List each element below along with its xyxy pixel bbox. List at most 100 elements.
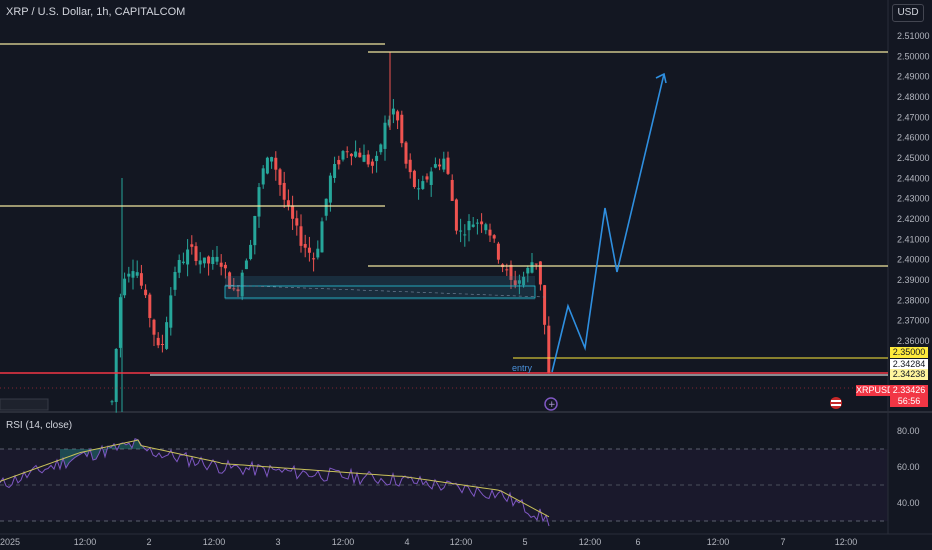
candle-body bbox=[316, 248, 320, 258]
us-flag-stripe bbox=[831, 400, 841, 402]
time-tick-label: 4 bbox=[404, 537, 409, 547]
candle-body bbox=[152, 319, 156, 335]
rsi-line[interactable] bbox=[0, 438, 550, 527]
candle-body bbox=[459, 230, 463, 232]
time-tick-label: 2 bbox=[146, 537, 151, 547]
candle-body bbox=[475, 222, 479, 224]
zone-diagonal bbox=[224, 284, 546, 298]
candle-body bbox=[240, 272, 244, 297]
price-tick-label: 2.43000 bbox=[897, 194, 930, 204]
candle-body bbox=[257, 187, 261, 217]
plus-marker-icon[interactable] bbox=[544, 397, 558, 411]
candle-body bbox=[110, 401, 114, 403]
candle-body bbox=[328, 175, 332, 203]
candle-body bbox=[396, 111, 400, 121]
rsi-tick-label: 40.00 bbox=[897, 498, 920, 508]
scroll-handle[interactable] bbox=[0, 398, 49, 411]
supply-zone[interactable] bbox=[225, 276, 535, 300]
candle-body bbox=[354, 151, 358, 157]
price-axis-ticks: 2.51000 2.50000 2.49000 2.48000 2.47000 2.460… bbox=[897, 31, 930, 346]
projection-arrowhead-icon bbox=[655, 72, 667, 84]
rsi-ma-line[interactable] bbox=[0, 439, 550, 518]
rsi-indicator-label[interactable]: RSI (14, close) bbox=[6, 420, 73, 431]
candle-body bbox=[169, 295, 173, 328]
candle-body bbox=[379, 144, 383, 153]
candle-body bbox=[484, 224, 488, 231]
candle-body bbox=[114, 348, 118, 402]
time-tick-label: 12:00 bbox=[203, 537, 226, 547]
symbol-tag: XRPUSD bbox=[856, 385, 894, 396]
candle-body bbox=[391, 108, 395, 115]
candle-body bbox=[522, 276, 526, 286]
candle-body bbox=[118, 297, 122, 348]
candle-body bbox=[223, 264, 227, 269]
candle-body bbox=[177, 260, 181, 273]
candle-body bbox=[530, 262, 534, 273]
price-tag-upper: 2.35000 bbox=[890, 347, 928, 358]
candle-body bbox=[127, 273, 131, 277]
candle-body bbox=[417, 188, 421, 190]
candle-body bbox=[509, 264, 513, 280]
time-tick-label: 7 bbox=[780, 537, 785, 547]
candle-body bbox=[156, 337, 160, 346]
candle-body bbox=[320, 221, 324, 253]
candle-body bbox=[543, 285, 547, 325]
candle-body bbox=[270, 157, 274, 162]
candle-body bbox=[337, 159, 341, 165]
price-tick-label: 2.48000 bbox=[897, 92, 930, 102]
candle-body bbox=[534, 263, 538, 265]
candle-body bbox=[467, 221, 471, 231]
candle-body bbox=[299, 226, 303, 246]
projection-path[interactable] bbox=[551, 73, 665, 373]
candle-body bbox=[375, 155, 379, 162]
candle-body bbox=[165, 322, 169, 349]
price-tick-label: 2.50000 bbox=[897, 51, 930, 61]
zone-inner-box bbox=[224, 285, 536, 299]
candle-body bbox=[370, 161, 374, 166]
countdown-tag: 56:56 bbox=[890, 396, 928, 407]
candle-body bbox=[333, 164, 337, 178]
candle-body bbox=[307, 247, 311, 253]
candle-body bbox=[219, 262, 223, 267]
time-tick-label: 5 bbox=[522, 537, 527, 547]
price-tick-label: 2.39000 bbox=[897, 275, 930, 285]
candle-body bbox=[383, 122, 387, 149]
candle-body bbox=[547, 325, 551, 373]
candle-body bbox=[194, 246, 198, 261]
price-tag-mid: 2.34284 bbox=[890, 359, 928, 370]
candle-body bbox=[144, 289, 148, 296]
price-tick-label: 2.36000 bbox=[897, 336, 930, 346]
rsi-layer bbox=[0, 438, 550, 527]
price-tick-label: 2.44000 bbox=[897, 173, 930, 183]
candle-body bbox=[341, 151, 345, 160]
candle-body bbox=[496, 243, 500, 260]
price-tick-label: 2.40000 bbox=[897, 255, 930, 265]
candle-body bbox=[471, 224, 475, 227]
rsi-overbought-fill bbox=[60, 438, 145, 469]
time-axis-ticks: 2025 12:00 2 12:00 3 12:00 4 12:00 5 12:00 6 12:00 7… bbox=[0, 537, 857, 547]
price-tick-label: 2.38000 bbox=[897, 295, 930, 305]
candle-body bbox=[181, 261, 185, 263]
candle-body bbox=[408, 159, 412, 173]
us-flag-stripe-2 bbox=[831, 404, 841, 406]
price-tick-label: 2.37000 bbox=[897, 316, 930, 326]
candle-body bbox=[190, 244, 194, 247]
candle-body bbox=[282, 182, 286, 200]
time-tick-label: 12:00 bbox=[579, 537, 602, 547]
candle-body bbox=[215, 256, 219, 262]
price-tag-lower: 2.34238 bbox=[890, 369, 928, 380]
currency-button[interactable]: USD bbox=[892, 4, 924, 22]
candle-body bbox=[387, 119, 391, 126]
price-tick-label: 2.47000 bbox=[897, 112, 930, 122]
candle-body bbox=[425, 176, 429, 180]
candles-layer bbox=[110, 52, 551, 413]
candle-body bbox=[123, 278, 127, 296]
price-tick-label: 2.46000 bbox=[897, 133, 930, 143]
candle-body bbox=[488, 229, 492, 236]
candle-body bbox=[463, 234, 467, 236]
levels-layer bbox=[0, 43, 888, 389]
candle-body bbox=[345, 151, 349, 153]
price-tick-label: 2.45000 bbox=[897, 153, 930, 163]
candle-body bbox=[526, 267, 530, 274]
